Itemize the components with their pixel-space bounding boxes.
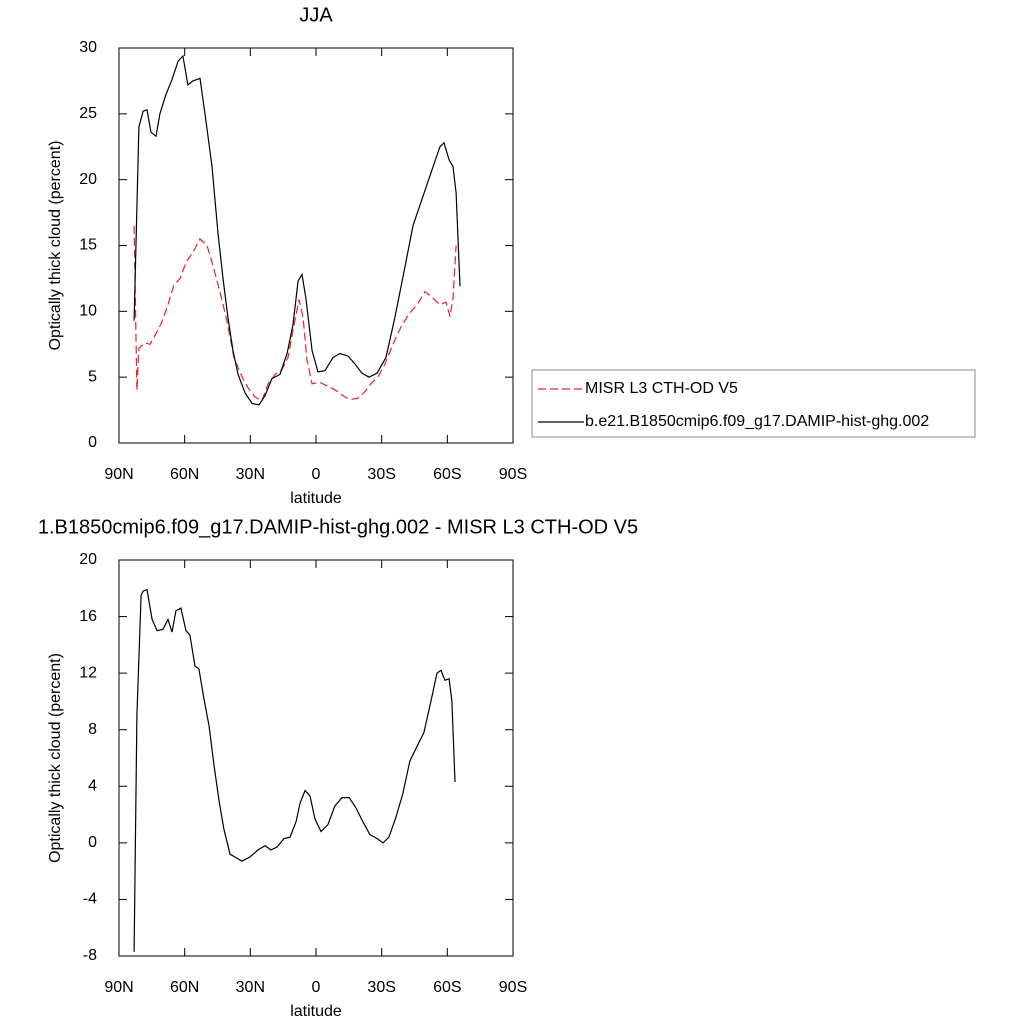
plot-frame: [118, 47, 514, 444]
y-tick-label: 16: [79, 608, 97, 625]
y-tick-label: 5: [88, 368, 97, 385]
x-tick-label: 30S: [367, 979, 395, 996]
y-tick-label: 20: [79, 551, 97, 568]
chart-title: 1.B1850cmip6.f09_g17.DAMIP-hist-ghg.002 …: [38, 516, 638, 538]
x-axis-label: latitude: [290, 1003, 342, 1020]
x-tick-label: 90N: [104, 466, 133, 483]
x-tick-label: 60S: [433, 466, 461, 483]
x-axis-label: latitude: [290, 490, 342, 507]
x-tick-label: 90N: [104, 979, 133, 996]
y-tick-label: 8: [88, 721, 97, 738]
y-tick-label: 30: [79, 39, 97, 56]
y-tick-label: 0: [88, 834, 97, 851]
y-tick-label: 12: [79, 664, 97, 681]
legend-box: [531, 369, 976, 438]
x-tick-label: 90S: [499, 979, 527, 996]
y-tick-label: 15: [79, 237, 97, 254]
x-tick-label: 90S: [499, 466, 527, 483]
x-tick-label: 0: [312, 979, 321, 996]
legend-label: MISR L3 CTH-OD V5: [585, 380, 738, 397]
x-tick-label: 30N: [236, 466, 265, 483]
y-tick-label: -8: [83, 947, 97, 964]
y-axis-label: Optically thick cloud (percent): [47, 653, 64, 863]
chart-title: JJA: [299, 4, 333, 26]
x-tick-label: 60N: [170, 979, 199, 996]
y-tick-label: -4: [83, 891, 97, 908]
data-line: [133, 588, 456, 952]
y-tick-label: 4: [88, 778, 97, 795]
x-tick-label: 30N: [236, 979, 265, 996]
data-line: [133, 225, 457, 402]
data-line: [133, 54, 461, 406]
y-tick-label: 20: [79, 171, 97, 188]
legend-label: b.e21.B1850cmip6.f09_g17.DAMIP-hist-ghg.…: [585, 413, 929, 430]
x-tick-label: 60N: [170, 466, 199, 483]
y-axis-label: Optically thick cloud (percent): [47, 141, 64, 351]
y-tick-label: 0: [88, 434, 97, 451]
x-tick-label: 60S: [433, 979, 461, 996]
x-tick-label: 30S: [367, 466, 395, 483]
y-tick-label: 10: [79, 303, 97, 320]
x-tick-label: 0: [312, 466, 321, 483]
y-tick-label: 25: [79, 105, 97, 122]
